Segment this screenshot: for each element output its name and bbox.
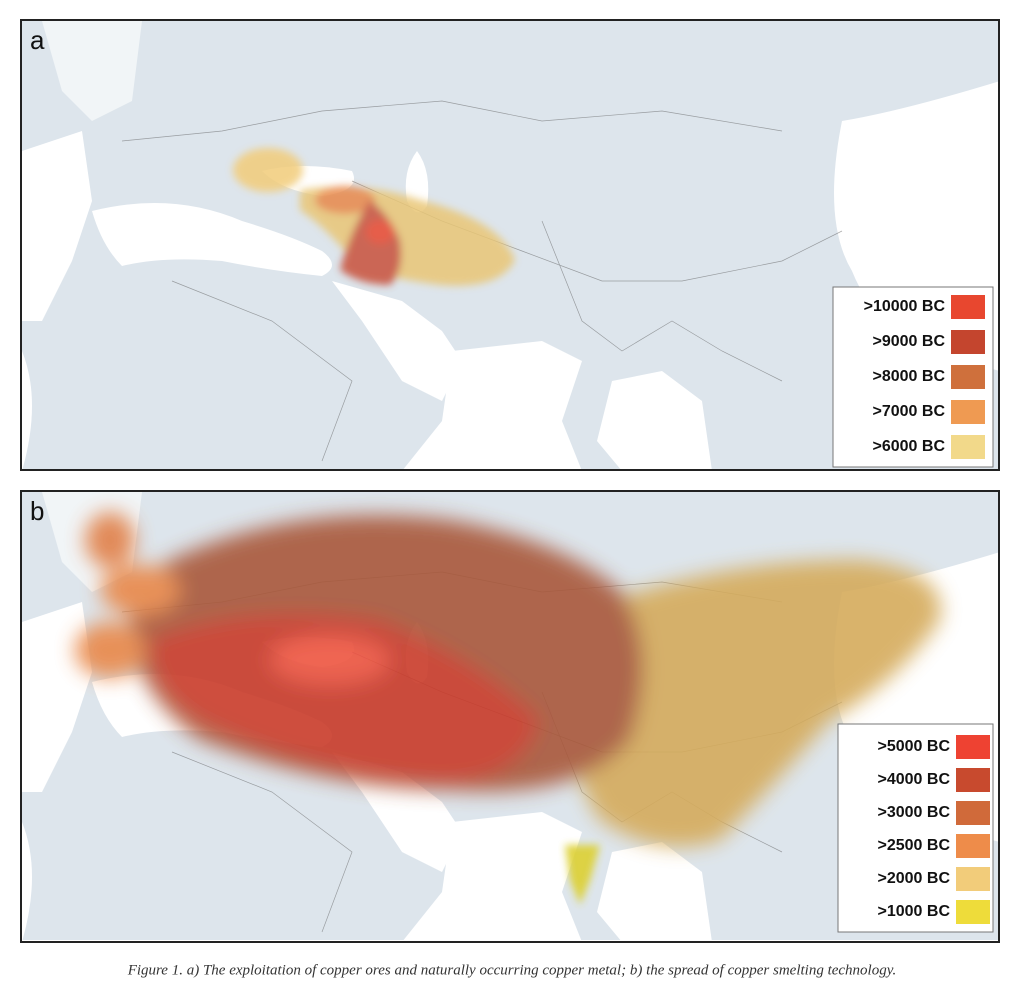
panel-label: a	[30, 25, 45, 55]
panel-frame	[20, 19, 1000, 471]
legend-swatch	[951, 295, 985, 319]
legend: >5000 BC >4000 BC >3000 BC >2500 BC >2000 BC…	[837, 723, 994, 933]
panel-label: b	[30, 496, 44, 526]
legend-swatch	[956, 900, 990, 924]
legend-label: >5000 BC	[878, 738, 951, 755]
legend-swatch	[951, 365, 985, 389]
legend-swatch	[951, 435, 985, 459]
legend-label: >3000 BC	[878, 804, 951, 821]
legend-label: >2500 BC	[878, 837, 951, 854]
legend-label: >1000 BC	[878, 903, 951, 920]
legend-label: >6000 BC	[873, 438, 946, 455]
legend-label: >7000 BC	[873, 403, 946, 420]
legend: >10000 BC >9000 BC >8000 BC >7000 BC >6000 B…	[832, 286, 994, 468]
legend-swatch	[951, 330, 985, 354]
legend-label: >10000 BC	[864, 298, 946, 315]
caption: Figure 1. a) The exploitation of copper …	[127, 962, 897, 978]
panel-frame	[20, 490, 1000, 943]
legend-swatch	[956, 768, 990, 792]
legend-label: >9000 BC	[873, 333, 946, 350]
map-b	[22, 492, 998, 940]
legend-swatch	[956, 867, 990, 891]
legend-swatch	[956, 735, 990, 759]
legend-swatch	[956, 834, 990, 858]
legend-label: >2000 BC	[878, 870, 951, 887]
legend-label: >4000 BC	[878, 771, 951, 788]
legend-label: >8000 BC	[873, 368, 946, 385]
legend-swatch	[956, 801, 990, 825]
map-a	[22, 21, 998, 469]
legend-swatch	[951, 400, 985, 424]
